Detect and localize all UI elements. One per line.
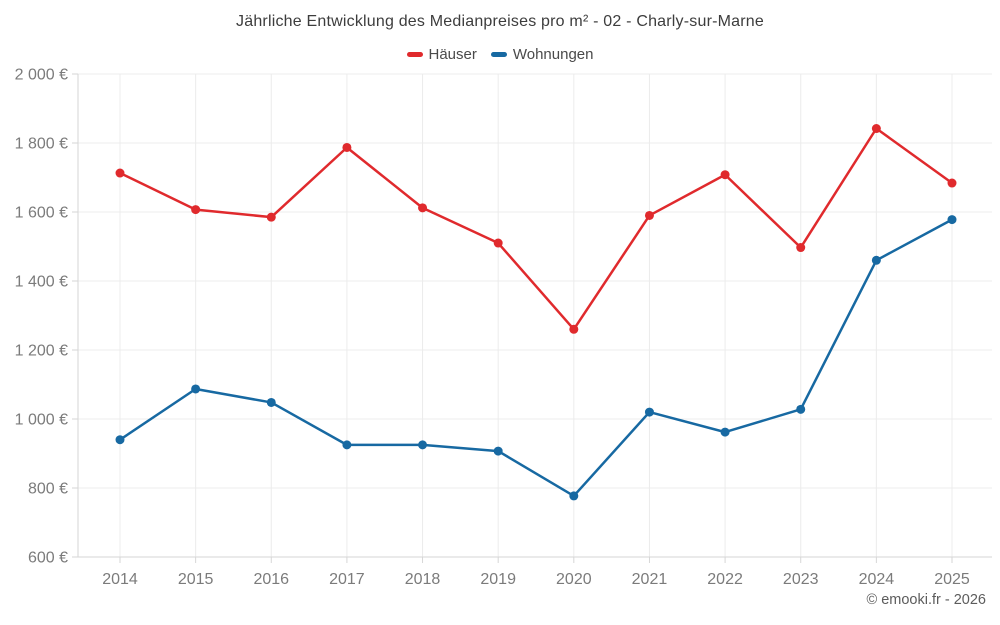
data-point-wohnungen-2016[interactable] (266, 397, 276, 407)
x-axis-label: 2025 (934, 571, 970, 588)
legend-label-wohnungen: Wohnungen (512, 46, 594, 63)
x-axis-label: 2018 (405, 571, 441, 588)
y-axis-label: 1 800 € (15, 136, 68, 153)
data-point-h-user-2019[interactable] (493, 238, 503, 248)
y-axis-label: 1 400 € (15, 274, 68, 291)
x-axis-label: 2022 (707, 571, 743, 588)
x-axis-label: 2021 (632, 571, 668, 588)
x-axis-label: 2015 (178, 571, 214, 588)
data-point-wohnungen-2018[interactable] (418, 440, 428, 450)
data-point-wohnungen-2019[interactable] (493, 446, 503, 456)
y-axis-label: 1 200 € (15, 343, 68, 360)
y-axis-label: 600 € (28, 550, 68, 567)
data-point-wohnungen-2022[interactable] (720, 427, 730, 437)
legend-item-wohnungen[interactable]: Wohnungen (490, 46, 594, 63)
data-point-h-user-2014[interactable] (115, 168, 125, 178)
x-axis-label: 2016 (253, 571, 289, 588)
y-axis-label: 1 000 € (15, 412, 68, 429)
data-point-wohnungen-2014[interactable] (115, 435, 125, 445)
x-axis-label: 2023 (783, 571, 819, 588)
data-point-h-user-2020[interactable] (569, 324, 579, 334)
data-point-h-user-2017[interactable] (342, 142, 352, 152)
series-line-h-user (118, 127, 954, 331)
wohnungen-swatch-icon (490, 52, 507, 57)
series-line-wohnungen (118, 218, 954, 498)
data-point-h-user-2016[interactable] (266, 212, 276, 222)
data-point-h-user-2018[interactable] (418, 203, 428, 213)
x-axis-label: 2014 (102, 571, 138, 588)
data-point-wohnungen-2020[interactable] (569, 491, 579, 501)
y-axis-label: 1 600 € (15, 205, 68, 222)
data-point-h-user-2024[interactable] (871, 124, 881, 134)
copyright-text: © emooki.fr - 2026 (866, 592, 986, 608)
data-point-wohnungen-2024[interactable] (871, 255, 881, 265)
haeuser-swatch-icon (406, 52, 423, 57)
legend: Häuser Wohnungen (0, 46, 1000, 63)
y-axis-label: 2 000 € (15, 67, 68, 84)
data-point-wohnungen-2021[interactable] (644, 407, 654, 417)
legend-item-haeuser[interactable]: Häuser (406, 46, 477, 63)
data-point-h-user-2021[interactable] (644, 210, 654, 220)
legend-label-haeuser: Häuser (428, 46, 477, 63)
data-point-h-user-2023[interactable] (796, 243, 806, 253)
x-axis-label: 2024 (859, 571, 895, 588)
data-point-wohnungen-2025[interactable] (947, 215, 957, 225)
data-point-h-user-2025[interactable] (947, 178, 957, 188)
x-axis-label: 2019 (480, 571, 516, 588)
x-axis-label: 2017 (329, 571, 365, 588)
data-point-wohnungen-2015[interactable] (191, 384, 201, 394)
y-axis-label: 800 € (28, 481, 68, 498)
data-point-h-user-2015[interactable] (191, 205, 201, 215)
data-point-h-user-2022[interactable] (720, 170, 730, 180)
data-point-wohnungen-2023[interactable] (796, 404, 806, 414)
x-axis-label: 2020 (556, 571, 592, 588)
chart-title: Jährliche Entwicklung des Medianpreises … (236, 13, 764, 30)
data-point-wohnungen-2017[interactable] (342, 440, 352, 450)
